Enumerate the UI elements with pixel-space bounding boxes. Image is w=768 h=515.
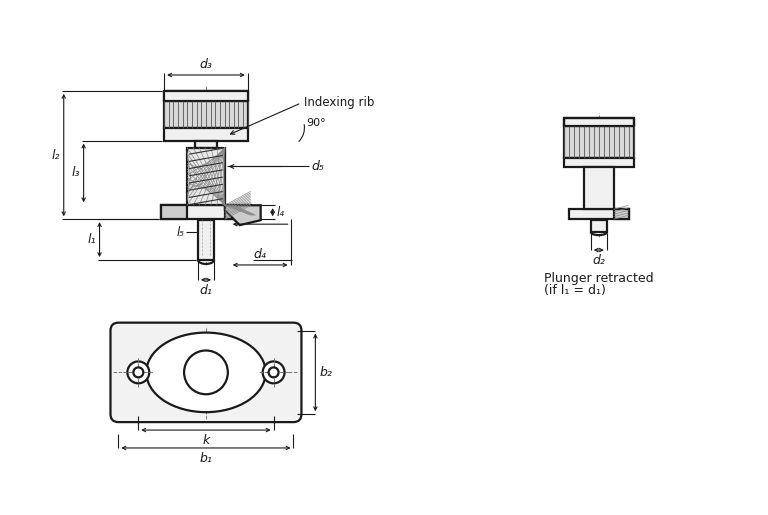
Polygon shape [161, 205, 187, 219]
Text: d₂: d₂ [592, 254, 605, 267]
Bar [198, 220, 214, 260]
Bar [164, 101, 248, 128]
Circle shape [134, 367, 144, 377]
Circle shape [269, 367, 279, 377]
Bar [564, 126, 634, 158]
Text: d₅: d₅ [311, 160, 324, 173]
Bar [187, 148, 225, 205]
Text: l₁: l₁ [87, 233, 95, 246]
Text: (if l₁ = d₁): (if l₁ = d₁) [545, 284, 606, 297]
Text: d₁: d₁ [200, 284, 213, 297]
Polygon shape [225, 205, 260, 225]
Ellipse shape [146, 333, 266, 412]
Text: l₃: l₃ [71, 166, 80, 179]
Text: l₅: l₅ [176, 226, 184, 238]
Bar [195, 141, 217, 148]
Bar [584, 167, 614, 209]
Bar [564, 118, 634, 126]
FancyBboxPatch shape [111, 322, 302, 422]
Bar [164, 91, 248, 101]
Text: d₄: d₄ [253, 248, 266, 261]
Bar [569, 209, 629, 219]
Polygon shape [614, 209, 629, 219]
Polygon shape [225, 205, 250, 219]
Bar [164, 128, 248, 141]
Bar [564, 158, 634, 167]
Text: d₃: d₃ [200, 58, 213, 71]
Text: Plunger retracted: Plunger retracted [545, 272, 654, 285]
Text: k: k [202, 434, 210, 447]
Circle shape [127, 362, 149, 383]
Circle shape [263, 362, 284, 383]
Text: Indexing rib: Indexing rib [304, 96, 375, 109]
Bar [161, 205, 250, 219]
Text: l₄: l₄ [276, 206, 285, 219]
Text: b₁: b₁ [200, 452, 213, 465]
Text: l₂: l₂ [51, 148, 60, 162]
Bar [591, 220, 607, 232]
Text: b₂: b₂ [319, 366, 333, 379]
Circle shape [184, 351, 228, 394]
Text: 90°: 90° [306, 118, 326, 128]
